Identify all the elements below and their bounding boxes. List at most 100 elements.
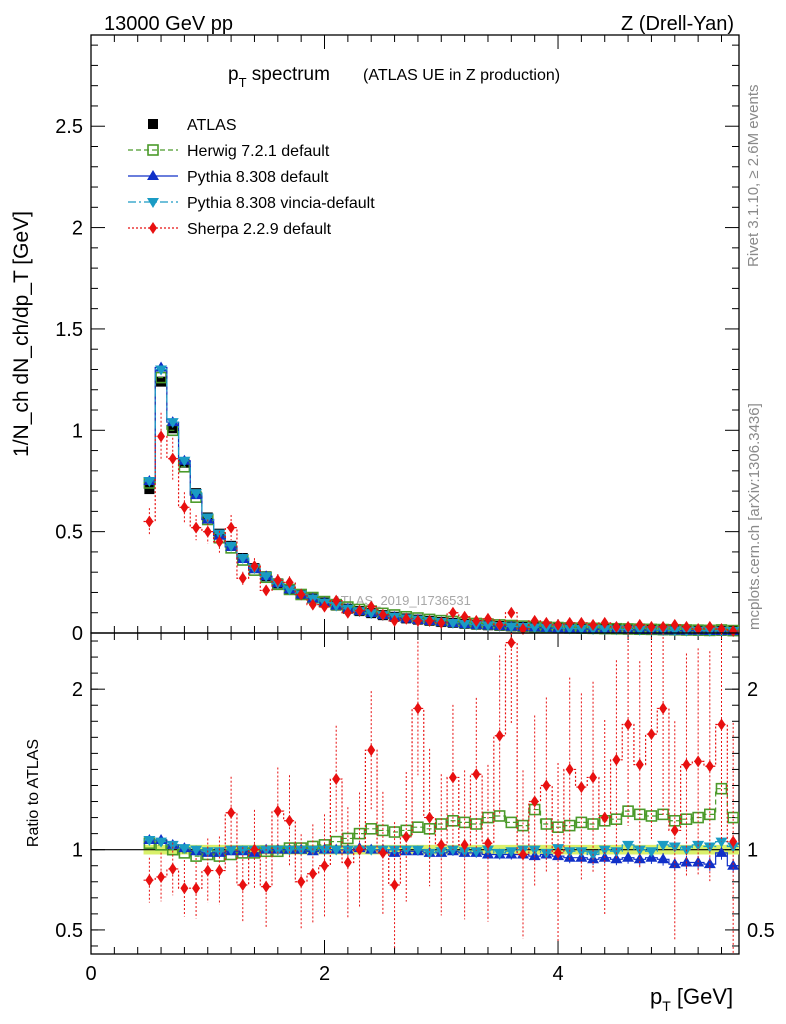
main-data-point: [285, 576, 294, 589]
x-axis-label-p: p: [650, 984, 662, 1009]
ratio-data-point: [402, 830, 411, 843]
main-data-point: [213, 529, 226, 540]
ratio-data-point: [505, 847, 518, 858]
main-data-point: [192, 521, 201, 534]
ratio-y-label: Ratio to ATLAS: [25, 739, 42, 847]
main-data-point: [668, 626, 681, 637]
main-series-line: [143, 368, 739, 632]
ratio-data-point: [565, 763, 574, 776]
legend-label: Herwig 7.2.1 default: [187, 143, 330, 160]
ratio-data-point: [178, 844, 191, 855]
ratio-data-point: [505, 816, 518, 829]
legend-marker: [147, 144, 159, 156]
x-tick-label: 4: [552, 963, 563, 985]
main-data-point: [437, 616, 446, 629]
ratio-data-point: [624, 718, 633, 731]
main-y-tick-label: 0: [72, 623, 83, 645]
ratio-data-point: [610, 853, 623, 864]
x-axis-label-tail: [GeV]: [671, 984, 733, 1009]
plot-title-p: p: [228, 64, 239, 85]
main-data-point: [283, 585, 296, 596]
ratio-data-point: [155, 837, 168, 848]
legend-label: ATLAS: [187, 117, 237, 134]
ratio-data-point: [622, 840, 635, 851]
ratio-data-point: [657, 853, 670, 864]
main-data-point: [575, 624, 588, 635]
ratio-y-tick-label-right: 1: [747, 840, 758, 862]
ratio-data-point: [530, 795, 539, 808]
ratio-data-point: [460, 838, 469, 851]
ratio-data-point: [365, 823, 378, 835]
ratio-data-point: [435, 847, 448, 858]
ratio-data-point: [250, 843, 259, 856]
ratio-data-point: [400, 845, 413, 856]
ratio-data-point: [622, 851, 635, 862]
main-data-point: [483, 612, 492, 625]
main-data-point: [460, 610, 469, 623]
main-y-tick-label: 2: [72, 218, 83, 240]
ratio-data-point: [412, 821, 424, 834]
main-series-group: [143, 361, 740, 637]
ratio-data-point: [612, 753, 621, 766]
main-data-point: [624, 620, 633, 633]
ratio-data-point: [225, 845, 238, 856]
main-data-point: [355, 604, 364, 617]
main-data-point: [262, 584, 271, 597]
ratio-data-point: [273, 805, 282, 818]
plot-title-sub: T: [239, 75, 247, 90]
main-data-point: [332, 594, 341, 607]
x-tick-label: 2: [319, 963, 330, 985]
main-data-point: [145, 515, 154, 528]
ratio-y-tick-label: 0.5: [55, 920, 83, 942]
ratio-data-point: [715, 837, 728, 848]
main-data-point: [180, 501, 189, 514]
plot-title: pT spectrum: [228, 64, 330, 90]
main-y-tick-label: 2.5: [55, 116, 83, 138]
main-data-point: [156, 376, 167, 387]
main-data-point: [157, 430, 166, 443]
main-data-point: [659, 620, 668, 633]
rivet-version-label: Rivet 3.1.10, ≥ 2.6M events: [745, 84, 762, 268]
main-data-point: [717, 622, 726, 635]
main-data-point: [320, 600, 329, 613]
main-data-point: [563, 624, 576, 635]
main-data-point: [260, 572, 273, 583]
ratio-data-point: [446, 845, 459, 856]
ratio-data-point: [470, 847, 483, 858]
main-data-point: [365, 609, 378, 620]
ratio-data-point: [390, 878, 399, 891]
ratio-data-point: [705, 760, 714, 773]
mcplots-source-label: mcplots.cern.ch [arXiv:1306.3436]: [746, 403, 763, 630]
main-data-point: [308, 598, 317, 611]
ratio-data-point: [589, 771, 598, 784]
main-data-point: [729, 624, 738, 637]
main-y-tick-label: 1.5: [55, 319, 83, 341]
ratio-data-point: [493, 810, 506, 822]
ratio-data-point: [365, 845, 378, 856]
main-data-point: [238, 572, 247, 585]
ratio-data-point: [598, 845, 611, 856]
header-left: 13000 GeV pp: [104, 13, 233, 35]
ratio-series-group: [143, 633, 740, 954]
ratio-data-point: [495, 729, 504, 742]
analysis-watermark: ATLAS_2019_I1736531: [333, 593, 471, 608]
ratio-data-point: [694, 755, 703, 768]
ratio-panel-frame: [90, 632, 740, 955]
main-data-point: [600, 616, 609, 629]
ratio-data-point: [190, 845, 203, 856]
main-data-point: [201, 513, 214, 524]
ratio-data-point: [262, 880, 271, 893]
ratio-data-point: [236, 845, 249, 856]
x-tick-label: 0: [85, 963, 96, 985]
ratio-data-point: [378, 846, 387, 859]
main-data-point: [565, 616, 574, 629]
main-data-point: [343, 606, 352, 619]
main-y-tick-label: 1: [72, 420, 83, 442]
main-data-point: [144, 484, 155, 495]
ratio-data-point: [715, 846, 728, 857]
plot-subtitle: (ATLAS UE in Z production): [363, 67, 560, 84]
ratio-data-point: [659, 702, 668, 715]
x-axis-label: pT [GeV]: [650, 984, 733, 1014]
main-y-label: 1/N_ch dN_ch/dp_T [GeV]: [10, 211, 33, 457]
ratio-data-point: [483, 837, 492, 850]
